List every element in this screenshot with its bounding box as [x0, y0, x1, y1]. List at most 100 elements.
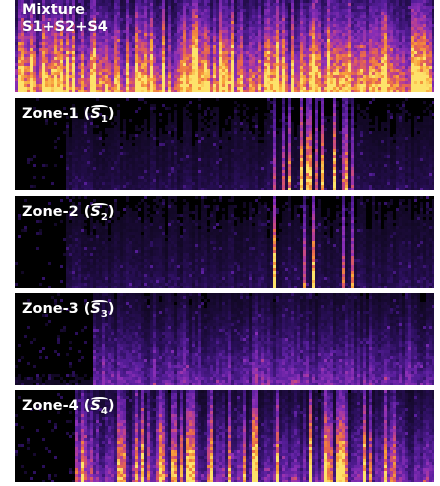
spectrogram-cell	[372, 24, 375, 27]
spectrogram-cell	[33, 30, 36, 33]
spectrogram-cell	[414, 69, 417, 72]
spectrogram-cell	[15, 3, 18, 6]
spectrogram-cell	[45, 81, 48, 84]
spectrogram-cell	[228, 33, 231, 36]
spectrogram-cell	[117, 131, 120, 134]
spectrogram-cell	[132, 78, 135, 81]
spectrogram-cell	[321, 42, 324, 45]
spectrogram-cell	[222, 90, 225, 92]
spectrogram-cell	[111, 143, 114, 146]
spectrogram-cell	[78, 45, 81, 48]
spectrogram-cell	[123, 63, 126, 66]
spectrogram-cell	[174, 18, 177, 21]
spectrogram-cell	[285, 81, 288, 84]
spectrogram-cell	[54, 15, 57, 18]
spectrogram-cell	[72, 146, 75, 149]
spectrogram-cell	[408, 45, 411, 48]
spectrogram-cell	[174, 81, 177, 84]
spectrogram-cell	[225, 63, 228, 66]
spectrogram-cell	[321, 3, 324, 6]
spectrogram-cell	[381, 54, 384, 57]
spectrogram-cell	[237, 30, 240, 33]
spectrogram-cell	[117, 12, 120, 15]
spectrogram-cell	[375, 90, 378, 92]
spectrogram-cell	[399, 21, 402, 24]
spectrogram-cell	[411, 72, 414, 75]
spectrogram-cell	[381, 21, 384, 24]
spectrogram-cell	[165, 33, 168, 36]
spectrogram-cell	[429, 87, 432, 90]
spectrogram-cell	[138, 87, 141, 90]
spectrogram-cell	[390, 27, 393, 30]
spectrogram-cell	[132, 170, 135, 173]
spectrogram-cell	[402, 72, 405, 75]
spectrogram-cell	[129, 78, 132, 81]
spectrogram-cell	[180, 51, 183, 54]
spectrogram-cell	[111, 170, 114, 173]
spectrogram-cell	[240, 30, 243, 33]
spectrogram-cell	[426, 27, 429, 30]
spectrogram-cell	[405, 27, 408, 30]
spectrogram-cell	[207, 33, 210, 36]
spectrogram-cell	[87, 149, 90, 152]
spectrogram-cell	[33, 155, 36, 158]
spectrogram-cell	[198, 75, 201, 78]
spectrogram-cell	[345, 39, 348, 42]
spectrogram-cell	[426, 84, 429, 87]
spectrogram-cell	[402, 3, 405, 6]
spectrogram-cell	[330, 18, 333, 21]
spectrogram-cell	[114, 87, 117, 90]
spectrogram-cell	[90, 30, 93, 33]
spectrogram-cell	[222, 60, 225, 63]
spectrogram-cell	[129, 12, 132, 15]
spectrogram-cell	[48, 45, 51, 48]
spectrogram-cell	[390, 24, 393, 27]
spectrogram-cell	[135, 164, 138, 167]
spectrogram-cell	[333, 63, 336, 66]
spectrogram-cell	[420, 45, 423, 48]
spectrogram-cell	[132, 176, 135, 179]
spectrogram-cell	[225, 48, 228, 51]
spectrogram-cell	[375, 33, 378, 36]
spectrogram-cell	[306, 39, 309, 42]
spectrogram-cell	[369, 81, 372, 84]
spectrogram-cell	[423, 24, 426, 27]
spectrogram-cell	[132, 15, 135, 18]
spectrogram-cell	[342, 75, 345, 78]
spectrogram-cell	[21, 75, 24, 78]
spectrogram-cell	[231, 45, 234, 48]
spectrogram-cell	[249, 36, 252, 39]
spectrogram-cell	[72, 69, 75, 72]
spectrogram-cell	[171, 90, 174, 92]
spectrogram-cell	[69, 3, 72, 6]
spectrogram-cell	[432, 57, 434, 60]
spectrogram-cell	[87, 9, 90, 12]
spectrogram-cell	[165, 90, 168, 92]
spectrogram-cell	[54, 12, 57, 15]
spectrogram-cell	[21, 66, 24, 69]
spectrogram-cell	[291, 42, 294, 45]
spectrogram-cell	[66, 173, 69, 176]
spectrogram-cell	[156, 75, 159, 78]
spectrogram-cell	[78, 87, 81, 90]
spectrogram-cell	[111, 54, 114, 57]
spectrogram-cell	[165, 24, 168, 27]
spectrogram-cell	[15, 39, 18, 42]
spectrogram-cell	[105, 33, 108, 36]
spectrogram-cell	[234, 48, 237, 51]
spectrogram-cell	[48, 39, 51, 42]
spectrogram-cell	[60, 45, 63, 48]
spectrogram-cell	[162, 90, 165, 92]
spectrogram-cell	[402, 15, 405, 18]
spectrogram-cell	[111, 81, 114, 84]
spectrogram-cell	[132, 21, 135, 24]
spectrogram-cell	[81, 30, 84, 33]
spectrogram-cell	[81, 69, 84, 72]
spectrogram-cell	[117, 45, 120, 48]
spectrogram-cell	[114, 155, 117, 158]
spectrogram-cell	[387, 30, 390, 33]
spectrogram-cell	[57, 75, 60, 78]
spectrogram-cell	[156, 51, 159, 54]
spectrogram-cell	[42, 12, 45, 15]
spectrogram-cell	[72, 63, 75, 66]
